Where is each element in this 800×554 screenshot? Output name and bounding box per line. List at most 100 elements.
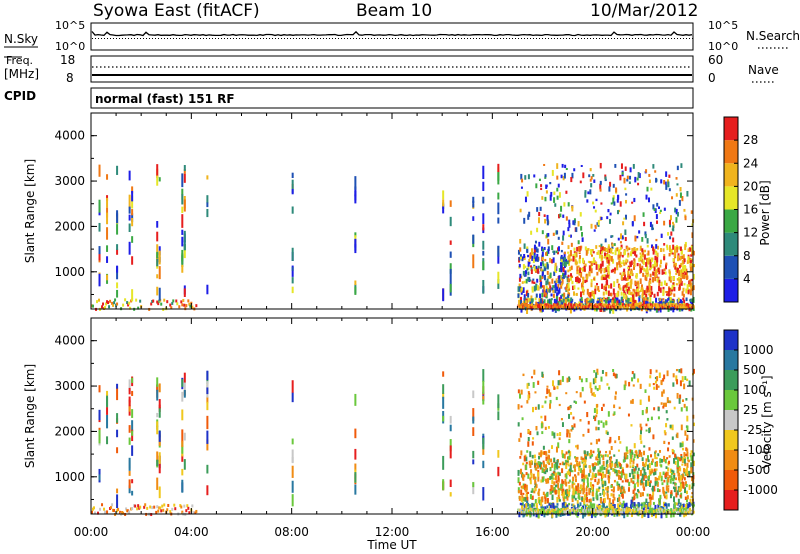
echo-cell — [537, 404, 540, 410]
echo-cell — [621, 510, 624, 514]
echo-cell — [612, 509, 615, 513]
echo-cell — [641, 258, 644, 263]
echo-cell — [580, 164, 583, 167]
echo-cell — [597, 427, 600, 431]
echo-cell — [555, 446, 558, 453]
echo-cell — [589, 501, 592, 506]
echo-cell — [524, 271, 527, 277]
echo-cell — [482, 369, 485, 382]
noise-search-dot — [464, 38, 465, 39]
echo-cell — [669, 215, 672, 221]
echo-cell — [669, 468, 672, 473]
echo-cell — [611, 297, 614, 302]
echo-cell — [681, 510, 684, 514]
echo-cell — [663, 455, 666, 462]
echo-cell — [682, 481, 685, 485]
x-tick-label: 08:00 — [274, 525, 309, 539]
echo-cell — [589, 481, 592, 487]
echo-cell — [654, 504, 657, 511]
noise-search-dot — [254, 38, 255, 39]
echo-cell — [551, 259, 554, 264]
echo-cell — [562, 263, 565, 266]
echo-cell — [619, 201, 622, 207]
echo-cell — [577, 510, 580, 516]
echo-cell — [638, 257, 641, 262]
echo-cell — [616, 265, 619, 271]
echo-cell — [675, 502, 678, 506]
echo-cell — [518, 256, 521, 261]
echo-cell — [651, 291, 654, 295]
echo-cell — [449, 251, 452, 258]
echo-cell — [612, 302, 615, 306]
echo-cell — [639, 434, 642, 441]
echo-cell — [687, 510, 690, 514]
echo-cell — [692, 285, 695, 291]
echo-cell — [672, 276, 675, 281]
echo-cell — [681, 505, 684, 510]
echo-cell — [567, 294, 570, 298]
echo-cell — [618, 301, 621, 306]
echo-cell — [570, 265, 573, 270]
echo-cell — [206, 464, 209, 474]
echo-cell — [656, 291, 659, 297]
echo-cell — [183, 165, 186, 171]
echo-cell — [571, 275, 574, 278]
echo-cell — [543, 246, 546, 250]
echo-cell — [637, 291, 640, 296]
echo-cell — [651, 244, 654, 249]
echo-cell — [632, 384, 635, 387]
echo-cell — [551, 480, 554, 485]
echo-cell — [180, 505, 183, 509]
echo-cell — [602, 422, 605, 428]
echo-cell — [691, 492, 694, 495]
echo-cell — [568, 219, 571, 225]
echo-cell — [667, 232, 670, 236]
echo-cell — [612, 499, 615, 504]
echo-cell — [577, 486, 580, 491]
echo-cell — [598, 254, 601, 259]
echo-cell — [543, 305, 546, 309]
echo-cell — [564, 489, 567, 495]
echo-cell — [582, 257, 585, 264]
echo-cell — [557, 475, 560, 481]
echo-cell — [603, 490, 606, 497]
echo-cell — [654, 450, 657, 453]
echo-cell — [671, 424, 674, 431]
echo-cell — [527, 254, 530, 258]
colorbar-tick-label: -1000 — [743, 483, 778, 497]
echo-cell — [549, 392, 552, 397]
echo-cell — [638, 303, 641, 307]
echo-cell — [682, 483, 685, 489]
echo-cell — [110, 505, 113, 509]
echo-cell — [613, 293, 616, 298]
echo-cell — [654, 453, 657, 460]
echo-cell — [598, 301, 601, 304]
echo-cell — [540, 462, 543, 468]
echo-cell — [546, 219, 549, 226]
echo-cell — [598, 452, 601, 458]
echo-cell — [664, 402, 667, 407]
echo-cell — [561, 376, 564, 382]
echo-cell — [530, 460, 533, 463]
noise-search-dot — [617, 38, 618, 39]
echo-cell — [567, 227, 570, 232]
echo-cell — [181, 442, 184, 454]
echo-cell — [679, 246, 682, 251]
echo-cell — [529, 451, 532, 458]
echo-cell — [568, 488, 571, 492]
echo-cell — [531, 441, 534, 446]
echo-cell — [116, 244, 119, 250]
echo-cell — [649, 279, 652, 284]
echo-cell — [619, 174, 622, 181]
echo-cell — [637, 482, 640, 487]
echo-cell — [613, 201, 616, 206]
echo-cell — [690, 286, 693, 292]
echo-cell — [582, 505, 585, 510]
echo-cell — [611, 463, 614, 467]
echo-cell — [600, 267, 603, 272]
echo-cell — [539, 303, 542, 307]
echo-cell — [654, 255, 657, 261]
echo-cell — [560, 483, 563, 489]
echo-cell — [650, 285, 653, 291]
echo-cell — [533, 247, 536, 253]
